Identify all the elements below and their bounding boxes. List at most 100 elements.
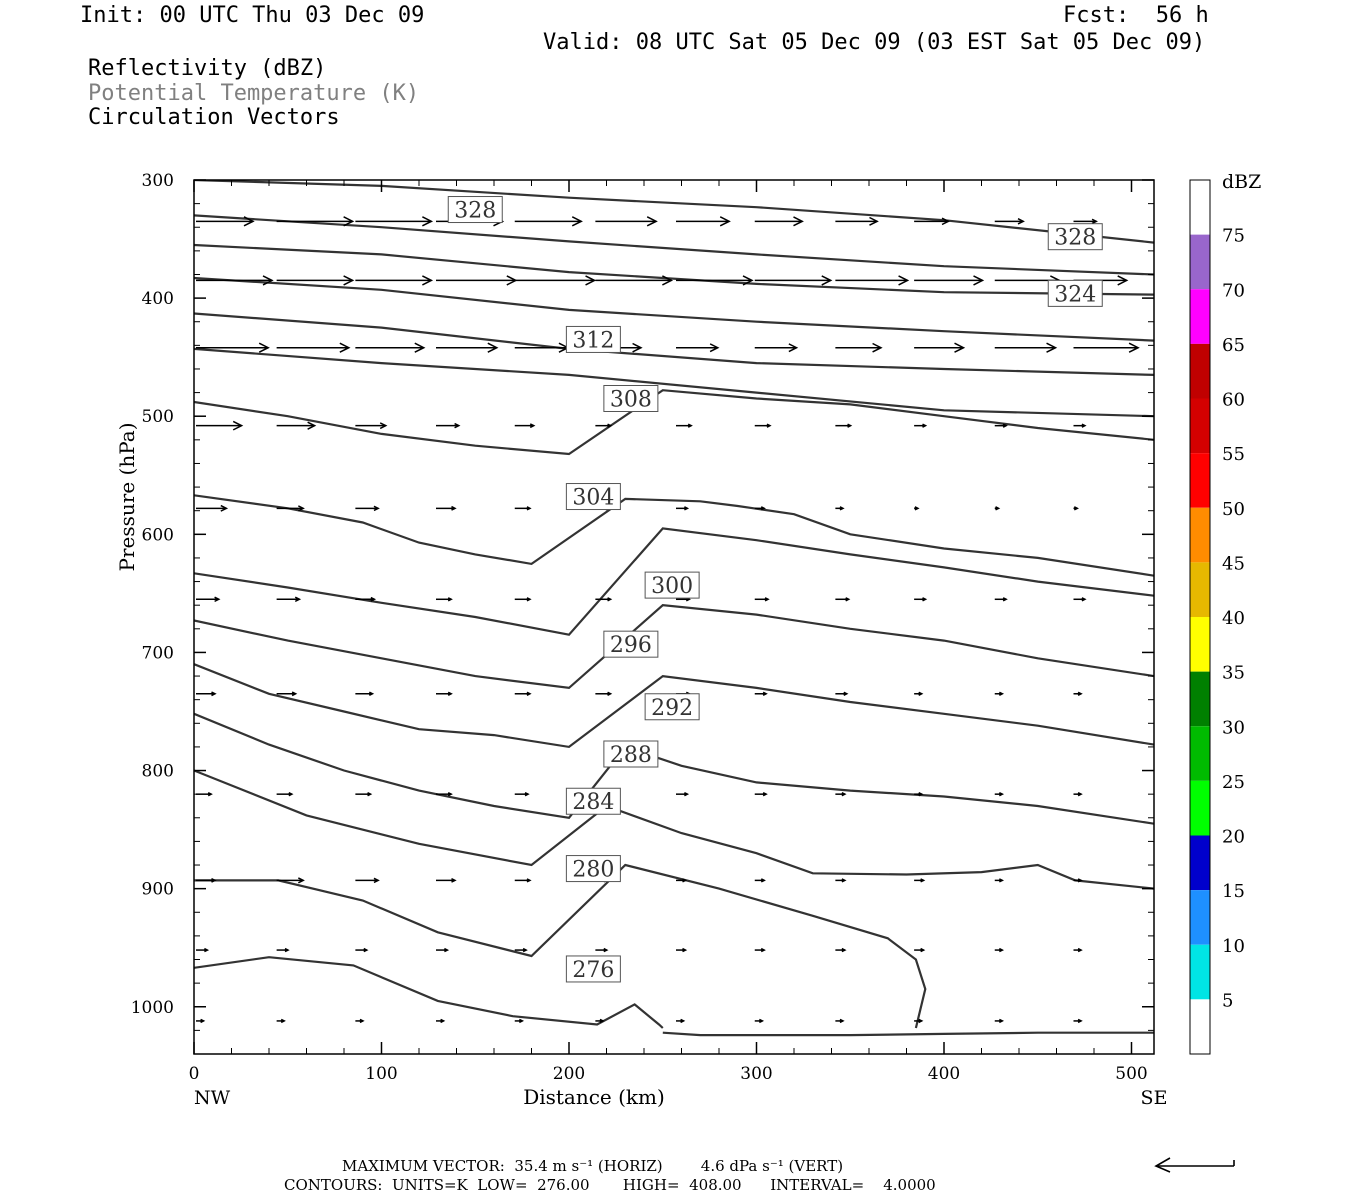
circulation-vector (754, 216, 804, 227)
colorbar-label: 5 (1222, 990, 1233, 1011)
circulation-vector (994, 218, 1025, 225)
colorbar-swatch (1190, 180, 1210, 235)
circulation-vector (355, 877, 380, 884)
init-time: Init: 00 UTC Thu 03 Dec 09 (80, 3, 425, 28)
colorbar-label: 55 (1222, 444, 1245, 465)
colorbar-frame (1189, 179, 1211, 1055)
circulation-vector (835, 791, 847, 797)
circulation-vector (754, 275, 833, 286)
y-tick-label: 800 (142, 762, 174, 782)
circulation-vector (754, 791, 768, 797)
circulation-vector (835, 342, 883, 353)
theta-contour-324 (194, 243, 1154, 296)
circulation-vector (754, 597, 770, 602)
circulation-vector (835, 878, 847, 883)
colorbar-label: 60 (1222, 390, 1245, 411)
circulation-vector (355, 216, 434, 227)
contour-label-text: 276 (572, 958, 614, 983)
theta-contour-312 (194, 347, 1154, 418)
y-tick-label: 700 (142, 643, 174, 663)
theta-contour-288 (194, 712, 1154, 825)
circulation-vector (514, 1018, 525, 1024)
colorbar-label: 50 (1222, 499, 1245, 520)
circulation-vector (994, 1018, 1005, 1024)
y-tick-label: 300 (142, 171, 174, 191)
x-tick-label: 400 (928, 1064, 960, 1084)
circulation-vector (196, 342, 270, 353)
circulation-vector (196, 691, 217, 697)
circulation-vector (595, 216, 658, 227)
circulation-vector (994, 506, 1001, 511)
colorbar-swatch (1190, 398, 1210, 454)
surface-line (662, 1031, 1154, 1037)
theta-contour-296 (194, 604, 1154, 690)
theta-contour-292 (194, 663, 1154, 749)
x-axis-title: Distance (km) (523, 1085, 665, 1109)
colorbar-swatch (1190, 234, 1210, 290)
valid-time: Valid: 08 UTC Sat 05 Dec 09 (03 EST Sat … (543, 30, 1206, 55)
circulation-vector (514, 947, 528, 953)
theta-contour-280 (194, 863, 927, 1029)
circulation-vector (436, 791, 453, 797)
circulation-vector (196, 420, 244, 431)
colorbar-label: 10 (1222, 936, 1245, 957)
circulation-vector (355, 342, 426, 353)
circulation-vector (754, 691, 768, 696)
circulation-vector (276, 216, 355, 227)
circulation-vector (196, 596, 221, 603)
circulation-vector (436, 422, 461, 429)
field-title-theta: Potential Temperature (K) (88, 81, 420, 106)
circulation-vector (196, 1018, 206, 1024)
colorbar-swatch (1190, 671, 1210, 727)
circulation-vector (436, 947, 450, 953)
colorbar-label: 75 (1222, 226, 1245, 247)
circulation-vector (994, 342, 1058, 353)
circulation-vector (754, 506, 766, 511)
circulation-vector (355, 791, 373, 797)
circulation-vector (276, 1018, 286, 1024)
circulation-vector (835, 1018, 845, 1024)
colorbar-label: 40 (1222, 608, 1245, 629)
contour-info: CONTOURS: UNITS=K LOW= 276.00 HIGH= 408.… (284, 1176, 936, 1194)
circulation-vector (994, 791, 1005, 797)
circulation-vector (835, 691, 849, 696)
circulation-vector (436, 342, 499, 353)
colorbar-unit: dBZ (1222, 171, 1261, 193)
circulation-vector (436, 877, 457, 883)
contour-label: 288 (603, 740, 659, 768)
circulation-vector (914, 423, 928, 428)
circulation-vector (676, 506, 690, 511)
circulation-vector (835, 947, 847, 953)
circulation-vector (676, 1018, 686, 1024)
circulation-vector (276, 877, 305, 884)
theta-contour-316 (194, 312, 1154, 376)
theta-contour-300 (194, 527, 1154, 636)
colorbar-label: 20 (1222, 827, 1245, 848)
theta-contour-320 (194, 276, 1154, 342)
circulation-vector (355, 422, 388, 430)
contour-label: 324 (1047, 279, 1103, 307)
y-tick-label: 400 (142, 289, 174, 309)
circulation-vector (1073, 506, 1079, 511)
field-title-reflectivity: Reflectivity (dBZ) (88, 56, 327, 81)
circulation-vector (595, 423, 613, 428)
circulation-vector (994, 691, 1005, 696)
circulation-vector (914, 597, 928, 602)
circulation-vector (436, 597, 453, 602)
circulation-vector (676, 343, 720, 353)
circulation-vector (595, 691, 613, 696)
circulation-vector (914, 342, 966, 353)
circulation-vector (1073, 947, 1083, 953)
y-tick-label: 500 (142, 407, 174, 427)
colorbar-swatch (1190, 780, 1210, 836)
x-tick-label: 0 (189, 1064, 200, 1084)
colorbar-swatch (1190, 507, 1210, 563)
forecast-hour: Fcst: 56 h (1063, 3, 1209, 28)
contour-label: 300 (644, 571, 700, 599)
circulation-vector (994, 423, 1008, 428)
circulation-vector (676, 791, 690, 797)
contour-label: 292 (644, 693, 700, 721)
y-tick-label: 600 (142, 525, 174, 545)
circulation-vector (835, 423, 853, 428)
circulation-vector (196, 504, 229, 512)
